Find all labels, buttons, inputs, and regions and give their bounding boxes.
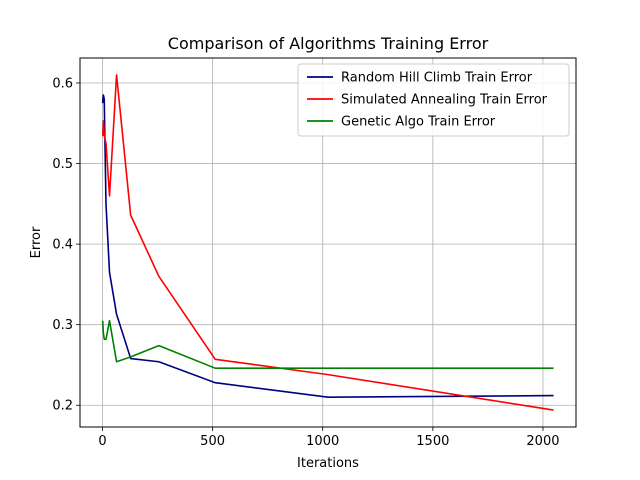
axis-ticks: 0 500 1000 1500 2000 0.2 0.3 0.4 0.5 0.6 [52, 76, 559, 449]
x-tick-label: 1000 [306, 434, 339, 449]
y-tick-label: 0.6 [52, 76, 73, 91]
x-tick-label: 1500 [416, 434, 449, 449]
y-tick-label: 0.3 [52, 318, 73, 333]
x-axis-title: Iterations [297, 456, 359, 471]
legend-label: Simulated Annealing Train Error [341, 93, 548, 108]
y-axis-title: Error [29, 226, 44, 258]
plot-frame [79, 57, 577, 428]
y-tick-label: 0.4 [52, 238, 73, 253]
series-line-3 [101, 319, 554, 369]
x-tick-label: 0 [98, 434, 106, 449]
series-layer [101, 74, 554, 411]
x-tick-label: 500 [200, 434, 225, 449]
y-tick-label: 0.2 [52, 399, 73, 414]
legend-label: Random Hill Climb Train Error [341, 71, 533, 86]
legend-label: Genetic Algo Train Error [341, 115, 496, 130]
series-line-2 [101, 74, 554, 411]
x-tick-label: 2000 [526, 434, 559, 449]
y-tick-label: 0.5 [52, 157, 73, 172]
legend-frame [297, 63, 570, 137]
series-line-1 [101, 94, 554, 398]
chart-title: Comparison of Algorithms Training Error [168, 34, 489, 53]
legend: Random Hill Climb Train Error Simulated A… [297, 63, 570, 137]
